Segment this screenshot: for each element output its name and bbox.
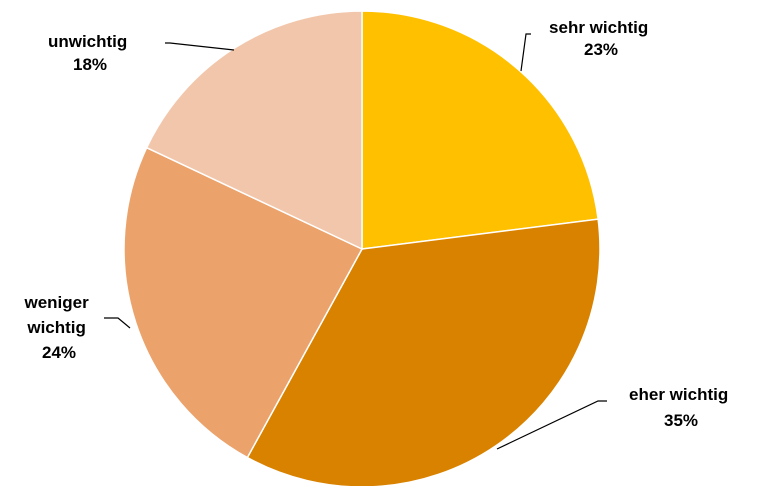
label-unwichtig-name: unwichtig [48, 32, 127, 51]
label-weniger-wichtig-name-line1: weniger [24, 293, 90, 312]
label-sehr-wichtig-name: sehr wichtig [549, 18, 648, 37]
leader-lines [104, 33, 607, 450]
leader-line-eher-wichtig [496, 400, 607, 450]
label-eher-wichtig-value: 35% [664, 411, 698, 430]
label-weniger-wichtig: weniger wichtig 24% [24, 293, 94, 362]
label-weniger-wichtig-value: 24% [42, 343, 76, 362]
label-sehr-wichtig-value: 23% [584, 40, 618, 59]
label-unwichtig-value: 18% [73, 55, 107, 74]
pie-slice-weniger-wichtig [123, 146, 364, 459]
pie-slice-sehr-wichtig [361, 10, 599, 250]
label-eher-wichtig-name: eher wichtig [629, 385, 728, 404]
label-weniger-wichtig-name-line2: wichtig [26, 318, 86, 337]
pie-slice-eher-wichtig [246, 218, 601, 486]
leader-line-weniger-wichtig [104, 317, 131, 329]
pie-slices [123, 10, 601, 486]
label-eher-wichtig: eher wichtig 35% [629, 385, 733, 430]
pie-slice-unwichtig [145, 10, 363, 251]
leader-line-unwichtig [165, 42, 235, 51]
label-unwichtig: unwichtig 18% [48, 32, 132, 74]
leader-line-sehr-wichtig [520, 33, 531, 72]
label-sehr-wichtig: sehr wichtig 23% [549, 18, 653, 59]
